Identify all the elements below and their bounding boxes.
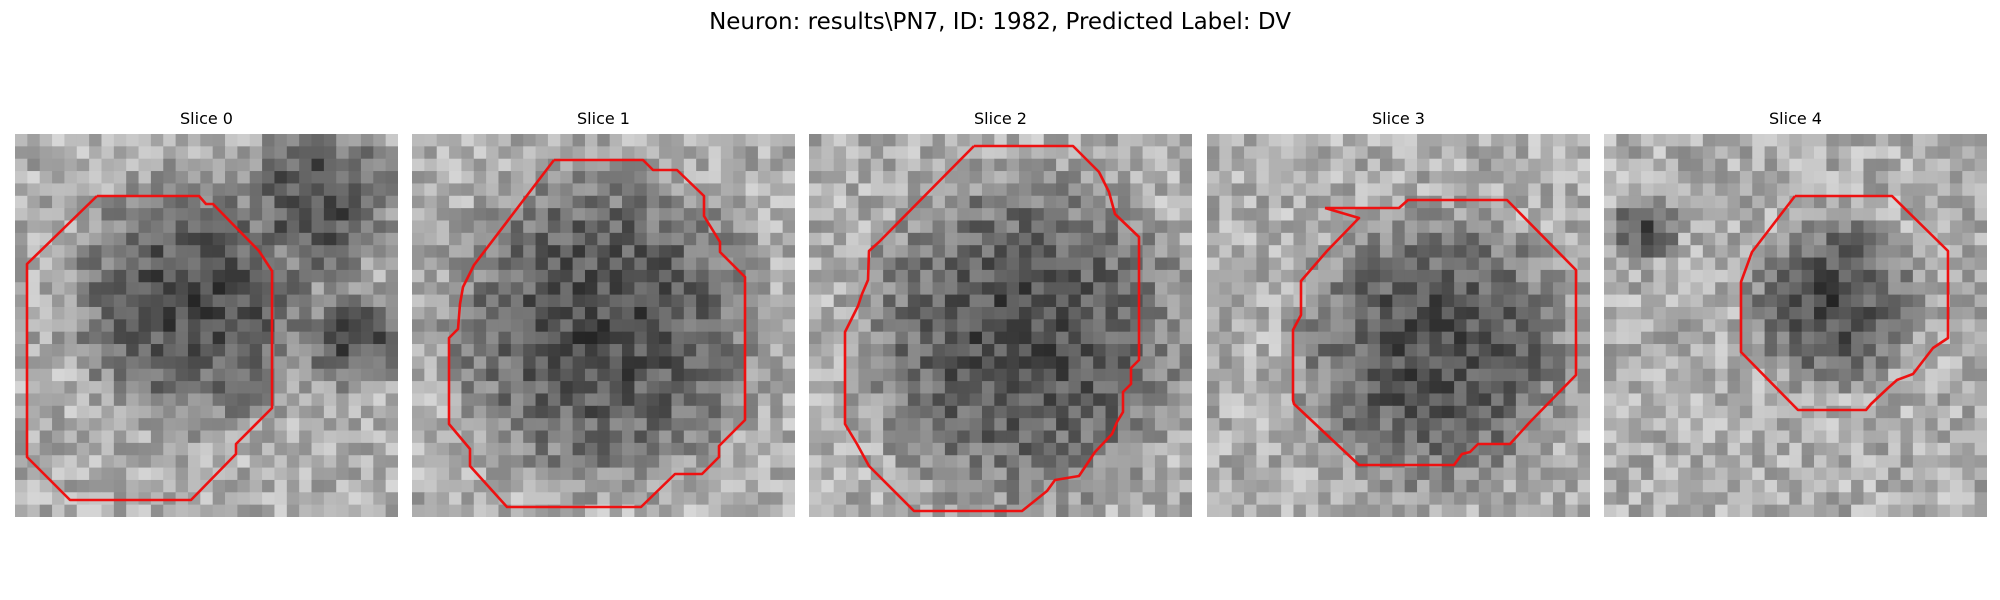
grayscale-micrograph: [412, 134, 795, 517]
neuron-contour: [1291, 198, 1578, 467]
slice-title: Slice 2: [974, 109, 1027, 128]
slice-title: Slice 0: [180, 109, 233, 128]
slice-image: [412, 134, 795, 517]
grayscale-micrograph: [1207, 134, 1590, 517]
slice-title: Slice 4: [1769, 109, 1822, 128]
neuron-contour: [25, 194, 274, 502]
grayscale-micrograph: [809, 134, 1192, 517]
slice-image: [15, 134, 398, 517]
slice-title: Slice 1: [577, 109, 630, 128]
grayscale-micrograph: [1604, 134, 1987, 517]
neuron-contour: [1739, 194, 1950, 412]
grayscale-micrograph: [15, 134, 398, 517]
neuron-contour: [447, 158, 747, 509]
slice-image: [1604, 134, 1987, 517]
slice-image: [809, 134, 1192, 517]
neuron-contour: [843, 144, 1141, 513]
slice-title: Slice 3: [1372, 109, 1425, 128]
slice-image: [1207, 134, 1590, 517]
figure-title: Neuron: results\PN7, ID: 1982, Predicted…: [709, 9, 1291, 35]
